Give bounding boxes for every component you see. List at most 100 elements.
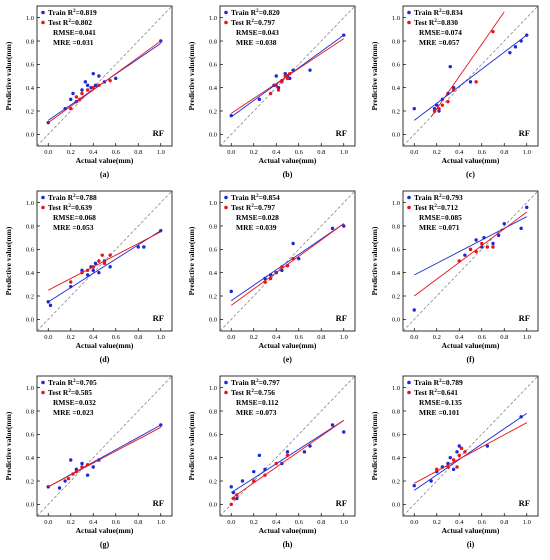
train-point (93, 261, 98, 266)
train-point (159, 423, 163, 427)
test-point (80, 91, 84, 96)
x-tick-label: 0.6 (112, 519, 121, 526)
train-point (297, 256, 301, 261)
rmse-label: RMSE=0.085 (419, 213, 462, 222)
train-point (240, 479, 245, 483)
y-tick-label: 0.8 (26, 223, 34, 230)
method-label: RF (153, 128, 164, 138)
y-tick-label: 0.2 (26, 478, 34, 485)
train-point (437, 109, 441, 113)
train-point (97, 270, 101, 275)
train-point (69, 97, 73, 102)
train-point (525, 33, 529, 37)
x-tick-label: 0.8 (317, 334, 325, 341)
y-tick-label: 1.0 (392, 15, 400, 22)
x-tick-label: 0.0 (227, 149, 235, 156)
x-tick-label: 0.4 (272, 149, 281, 156)
y-tick-label: 0.2 (392, 478, 400, 485)
test-point (74, 469, 79, 474)
train-point (457, 444, 461, 448)
test-point (457, 259, 461, 263)
train-point (229, 113, 233, 118)
method-label: RF (336, 128, 347, 138)
y-axis-label: Predictive value(mm) (4, 41, 13, 110)
train-point (257, 453, 262, 458)
y-tick-label: 0.0 (392, 132, 400, 139)
x-tick-label: 0.4 (89, 334, 98, 341)
test-point (66, 476, 71, 481)
scatter-panel-3: 0.0 0.2 0.4 0.6 0.8 1.0 0.0 0.2 0.4 0.6 0.8 1.0 Actu… (370, 5, 539, 179)
train-point (97, 74, 101, 78)
train-point (448, 64, 452, 69)
y-tick-label: 1.0 (26, 15, 34, 22)
y-tick-label: 0.6 (392, 247, 401, 254)
y-tick-label: 1.0 (392, 385, 400, 392)
test-fit-line (47, 40, 162, 124)
test-legend-label: Test R2=0.797 (231, 18, 275, 27)
test-point (252, 479, 256, 483)
mre-label: MRE =0.039 (236, 223, 277, 232)
train-point (142, 245, 146, 249)
train-legend-marker (41, 195, 45, 200)
test-legend-marker (407, 20, 411, 25)
test-point (91, 265, 95, 269)
x-tick-label: 0.2 (67, 149, 75, 156)
x-tick-label: 1.0 (157, 519, 165, 526)
panel-label: (h) (283, 540, 293, 549)
train-point (85, 473, 90, 477)
train-point (291, 68, 295, 72)
test-point (78, 97, 82, 102)
train-point (485, 444, 490, 448)
x-tick-label: 0.6 (478, 334, 487, 341)
scatter-panel-4: 0.0 0.2 0.4 0.6 0.8 1.0 0.0 0.2 0.4 0.6 0.8 1.0 Actu… (4, 190, 173, 364)
train-point (463, 253, 467, 257)
test-point (263, 280, 267, 284)
identity-line (36, 375, 173, 517)
test-point (69, 106, 73, 111)
train-fit-line (230, 223, 345, 302)
x-axis-label: Actual value(mm) (442, 526, 500, 535)
train-legend-marker (224, 380, 228, 385)
train-legend-label: Train R2=0.705 (48, 378, 97, 387)
y-tick-label: 0.0 (209, 132, 217, 139)
y-tick-label: 0.6 (209, 62, 218, 69)
identity-line (402, 375, 539, 517)
y-tick-label: 0.4 (392, 270, 401, 277)
test-point (435, 467, 439, 472)
test-point (285, 76, 290, 81)
test-point (85, 268, 90, 273)
x-tick-label: 1.0 (340, 149, 348, 156)
test-point (491, 29, 495, 34)
x-tick-label: 0.6 (112, 149, 121, 156)
y-tick-label: 0.4 (209, 455, 218, 462)
x-tick-label: 0.8 (317, 519, 325, 526)
train-legend-label: Train R2=0.854 (231, 193, 280, 202)
identity-line (219, 375, 356, 517)
test-legend-marker (224, 390, 228, 395)
scatter-panel-8: 0.0 0.2 0.4 0.6 0.8 1.0 0.0 0.2 0.4 0.6 0.8 1.0 Actu… (187, 375, 356, 549)
train-legend-marker (41, 380, 45, 385)
plot-frame (219, 5, 356, 147)
train-point (283, 71, 287, 76)
train-point (412, 308, 416, 312)
test-point (229, 502, 233, 507)
method-label: RF (153, 313, 164, 323)
x-tick-label: 0.0 (410, 149, 418, 156)
y-tick-label: 0.6 (392, 62, 401, 69)
train-point (235, 496, 239, 501)
train-point (342, 224, 346, 228)
y-axis-label: Predictive value(mm) (187, 411, 196, 480)
train-legend-label: Train R2=0.834 (414, 8, 463, 17)
x-tick-label: 0.8 (500, 334, 508, 341)
x-tick-label: 0.4 (272, 334, 281, 341)
train-point (302, 450, 307, 454)
rmse-label: RMSE=0.043 (236, 28, 279, 37)
mre-label: MRE =0.071 (419, 223, 460, 232)
y-tick-label: 0.4 (392, 85, 401, 92)
y-tick-label: 0.2 (209, 108, 217, 115)
y-axis-label: Predictive value(mm) (187, 41, 196, 110)
train-legend-marker (407, 380, 411, 385)
test-point (451, 88, 456, 92)
train-point (412, 106, 416, 111)
